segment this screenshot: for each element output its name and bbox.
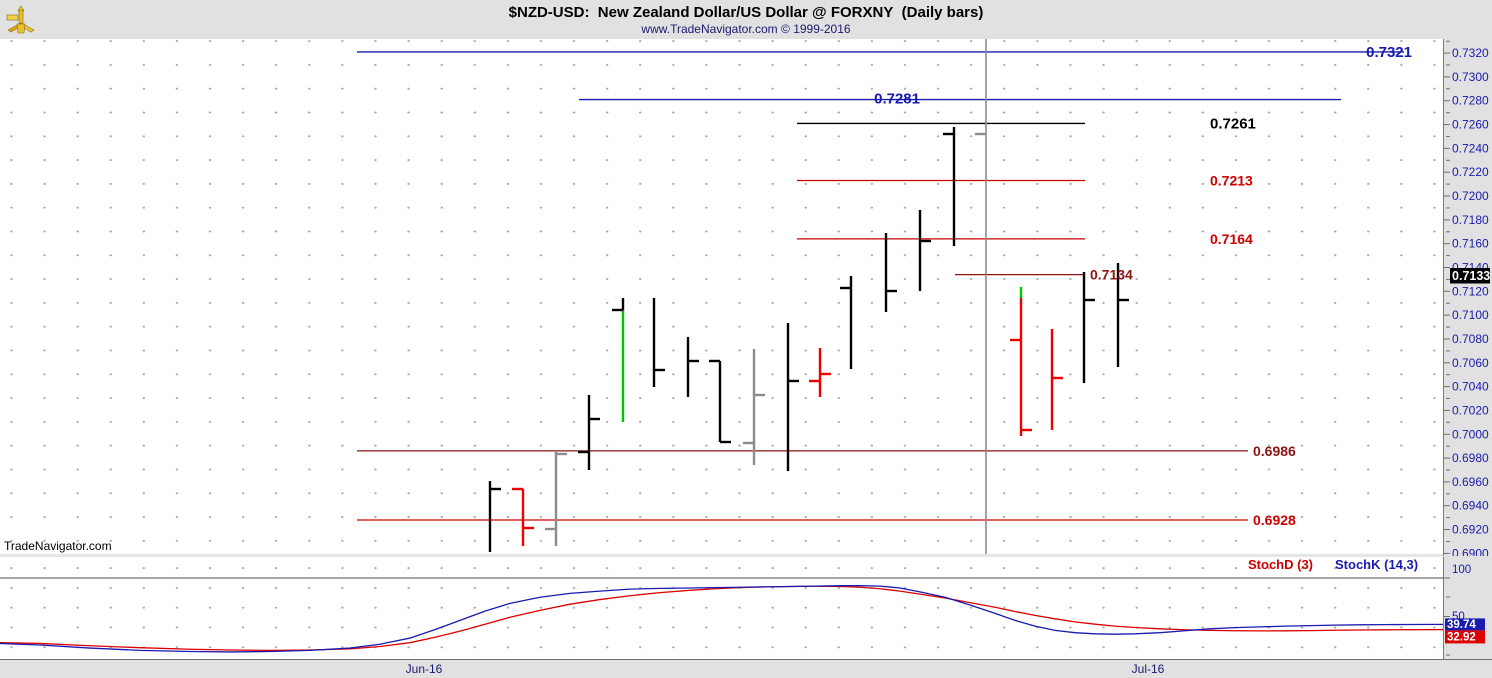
svg-text:0.7160: 0.7160 bbox=[1452, 237, 1489, 251]
svg-text:0.7280: 0.7280 bbox=[1452, 94, 1489, 108]
svg-text:0.7261: 0.7261 bbox=[1210, 115, 1256, 132]
svg-text:0.7020: 0.7020 bbox=[1452, 403, 1489, 417]
svg-text:0.7120: 0.7120 bbox=[1452, 284, 1489, 298]
svg-text:Jun-16: Jun-16 bbox=[406, 662, 443, 676]
svg-text:0.6980: 0.6980 bbox=[1452, 451, 1489, 465]
svg-text:0.7240: 0.7240 bbox=[1452, 141, 1489, 155]
svg-text:0.7220: 0.7220 bbox=[1452, 165, 1489, 179]
svg-text:0.7164: 0.7164 bbox=[1210, 231, 1253, 247]
svg-text:TradeNavigator.com: TradeNavigator.com bbox=[4, 539, 112, 553]
svg-text:0.7260: 0.7260 bbox=[1452, 118, 1489, 132]
svg-text:0.6928: 0.6928 bbox=[1253, 512, 1296, 528]
svg-text:0.6940: 0.6940 bbox=[1452, 499, 1489, 513]
svg-text:39.74: 39.74 bbox=[1447, 619, 1476, 631]
svg-text:0.7000: 0.7000 bbox=[1452, 427, 1489, 441]
svg-text:0.7060: 0.7060 bbox=[1452, 356, 1489, 370]
svg-text:0.7200: 0.7200 bbox=[1452, 189, 1489, 203]
svg-text:0.7080: 0.7080 bbox=[1452, 332, 1489, 346]
svg-text:32.92: 32.92 bbox=[1447, 631, 1476, 643]
svg-text:0.7134: 0.7134 bbox=[1090, 267, 1133, 283]
svg-text:Jul-16: Jul-16 bbox=[1132, 662, 1165, 676]
svg-text:0.6920: 0.6920 bbox=[1452, 523, 1489, 537]
svg-text:StochK (14,3): StochK (14,3) bbox=[1335, 557, 1418, 572]
svg-text:0.7040: 0.7040 bbox=[1452, 380, 1489, 394]
svg-text:0.7281: 0.7281 bbox=[874, 91, 920, 108]
svg-text:StochD (3): StochD (3) bbox=[1248, 557, 1313, 572]
svg-text:0.7300: 0.7300 bbox=[1452, 70, 1489, 84]
svg-text:0.6960: 0.6960 bbox=[1452, 475, 1489, 489]
svg-text:0.7133: 0.7133 bbox=[1452, 269, 1490, 283]
svg-text:0.7180: 0.7180 bbox=[1452, 213, 1489, 227]
svg-text:0.7321: 0.7321 bbox=[1366, 44, 1412, 61]
svg-text:0.7213: 0.7213 bbox=[1210, 173, 1253, 189]
svg-text:100: 100 bbox=[1452, 564, 1471, 576]
svg-text:0.6986: 0.6986 bbox=[1253, 443, 1296, 459]
svg-text:0.7100: 0.7100 bbox=[1452, 308, 1489, 322]
svg-text:0.7320: 0.7320 bbox=[1452, 46, 1489, 60]
svg-text:0.6900: 0.6900 bbox=[1452, 546, 1489, 556]
